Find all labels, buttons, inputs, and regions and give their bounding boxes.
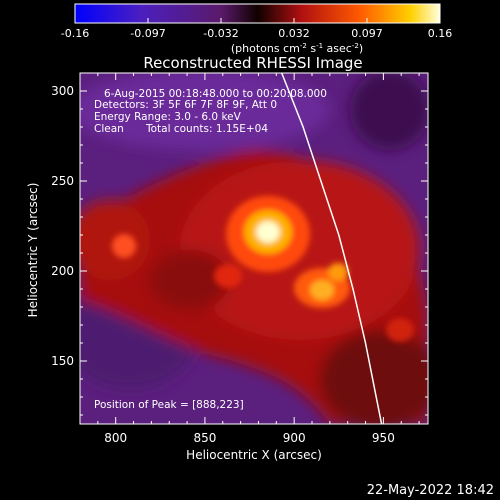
y-tick-label: 300 (51, 84, 74, 98)
chart-title: Reconstructed RHESSI Image (143, 54, 362, 72)
colorbar (74, 3, 441, 24)
colorbar-tick-label: 0.097 (351, 27, 383, 40)
x-axis-label: Heliocentric X (arcsec) (186, 448, 322, 462)
colorbar-unit-label: (photons cm-2 s-1 asec-2) (231, 42, 363, 55)
annotation-clean: Clean (94, 123, 124, 135)
x-tick-label: 900 (283, 431, 306, 445)
colorbar-tick-label: -0.032 (203, 27, 238, 40)
heatmap-image (80, 73, 428, 424)
axis-ticks: 800 850 900 950 150 200 250 300 (51, 72, 428, 445)
annotation-energy: Energy Range: 3.0 - 6.0 keV (94, 111, 242, 123)
y-axis-label: Heliocentric Y (arcsec) (26, 183, 40, 318)
y-tick-label: 200 (51, 264, 74, 278)
colorbar-ticks: -0.16 -0.097 -0.032 0.032 0.097 0.16 (61, 18, 452, 40)
solar-limb-curve (281, 73, 383, 424)
footer-timestamp: 22-May-2022 18:42 (367, 483, 494, 498)
colorbar-tick-label: -0.16 (61, 27, 89, 40)
y-tick-label: 150 (51, 354, 74, 368)
colorbar-tick-label: 0.16 (428, 27, 453, 40)
annotation-date: 6-Aug-2015 00:18:48.000 to 00:20:08.000 (104, 88, 327, 100)
y-tick-label: 250 (51, 174, 74, 188)
annotation-peak: Position of Peak = [888,223] (94, 399, 244, 411)
annotation-detectors: Detectors: 3F 5F 6F 7F 8F 9F, Att 0 (94, 99, 277, 111)
annotation-counts: Total counts: 1.15E+04 (145, 123, 268, 135)
colorbar-tick-label: 0.032 (278, 27, 310, 40)
x-tick-label: 850 (193, 431, 216, 445)
colorbar-tick-label: -0.097 (130, 27, 165, 40)
x-tick-label: 800 (104, 431, 127, 445)
plot-frame (79, 72, 429, 425)
x-tick-label: 950 (372, 431, 395, 445)
